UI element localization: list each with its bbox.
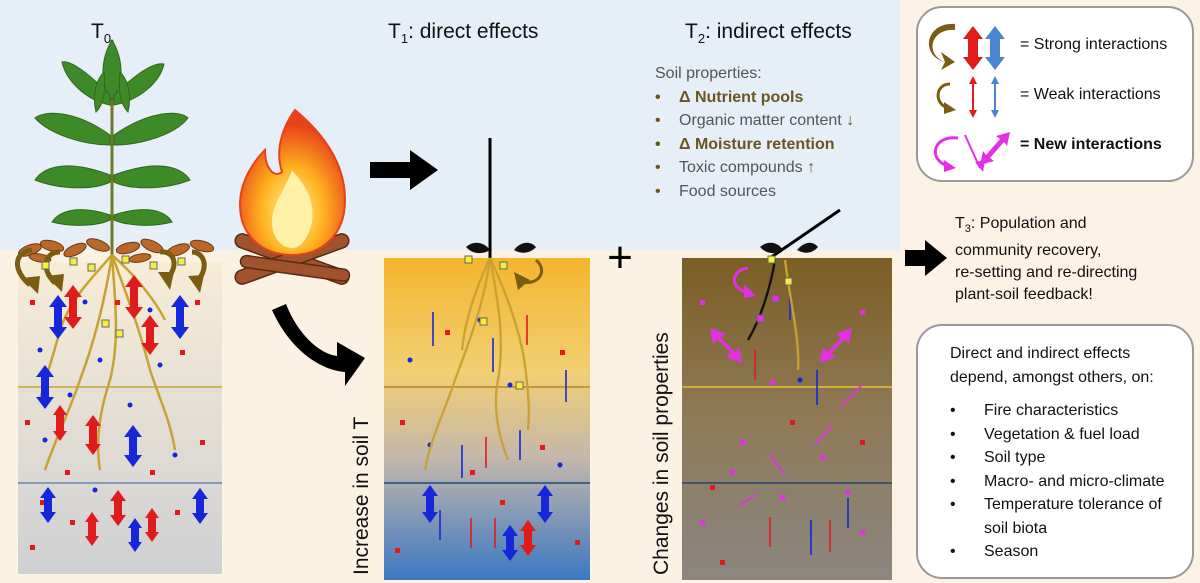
dependency-item: • Temperature tolerance of	[950, 496, 1162, 513]
new-interaction-arrows	[710, 328, 852, 363]
dependency-item: • Season	[950, 543, 1039, 560]
arrow-to-t3	[905, 240, 947, 276]
arrow-fire-down	[272, 304, 365, 386]
strong-blue-arrows	[36, 295, 553, 561]
campfire	[234, 108, 351, 285]
dependency-item-continued: soil biota	[984, 519, 1048, 537]
weak-arrows	[432, 290, 849, 555]
legend-new-label: = New interactions	[1020, 136, 1162, 153]
header-t1: T1: direct effects	[388, 20, 539, 47]
legend-panel	[916, 6, 1194, 182]
dependency-item: • Soil type	[950, 449, 1046, 466]
soil-properties: Soil properties: • Δ Nutrient pools • Orga…	[655, 62, 854, 203]
plus-sign: +	[607, 233, 633, 282]
dependency-item: • Fire characteristics	[950, 402, 1119, 419]
legend-weak-label: = Weak interactions	[1020, 86, 1161, 103]
label-increase-soil-t: Increase in soil T	[350, 416, 373, 575]
plant-t0	[34, 39, 191, 255]
strong-red-arrows	[53, 275, 536, 556]
soil-property-item: • Δ Nutrient pools	[655, 88, 804, 106]
soil-property-item: • Food sources	[655, 182, 776, 200]
up-arrow-icon: ↑	[807, 159, 816, 176]
soil-column-t2	[682, 258, 892, 580]
down-arrow-icon: ↓	[846, 112, 855, 129]
soil-column-t1	[384, 258, 590, 580]
soil-properties-title: Soil properties:	[655, 65, 762, 82]
arrow-fire-to-t1	[370, 150, 438, 190]
soil-column-t0	[18, 262, 222, 574]
red-particles	[25, 300, 865, 565]
header-t2: T2: indirect effects	[685, 20, 852, 47]
soil-property-item: • Organic matter content ↓	[655, 112, 855, 129]
dependencies-panel	[916, 324, 1194, 579]
soil-property-item: • Δ Moisture retention	[655, 135, 835, 153]
label-changes-soil-properties: Changes in soil properties	[650, 332, 673, 575]
header-t0: T0	[91, 20, 112, 47]
dependencies-text: Direct and indirect effects depend, amon…	[950, 342, 1164, 564]
legend-strong-label: = Strong interactions	[1020, 36, 1168, 53]
soil-property-item: • Toxic compounds ↑	[655, 159, 816, 176]
t3-recovery-text: T3: Population and community recovery, r…	[955, 215, 1138, 304]
roots-t1	[423, 257, 530, 471]
dependency-item: • Vegetation & fuel load	[950, 425, 1140, 443]
dependency-item: • Macro- and micro-climate	[950, 472, 1165, 490]
roots-t2	[747, 259, 800, 371]
